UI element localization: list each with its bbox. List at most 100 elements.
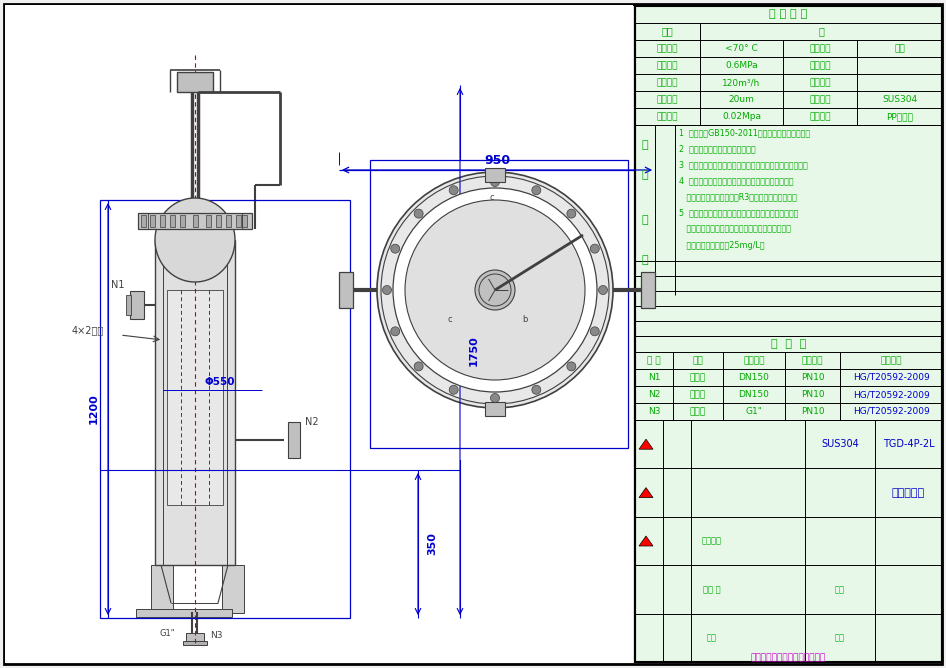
Polygon shape bbox=[639, 439, 653, 449]
Text: G1": G1" bbox=[745, 407, 762, 416]
Ellipse shape bbox=[155, 198, 235, 282]
Text: <70° C: <70° C bbox=[726, 44, 758, 53]
Circle shape bbox=[414, 209, 423, 218]
Text: 公称压力: 公称压力 bbox=[802, 356, 823, 365]
Circle shape bbox=[599, 285, 607, 295]
Text: 2  设备表面整体噴沙或抛光处理。: 2 设备表面整体噴沙或抛光处理。 bbox=[679, 144, 756, 154]
Text: 0.02Mpa: 0.02Mpa bbox=[722, 112, 761, 121]
Bar bbox=[635, 6, 942, 662]
Text: 3  焊缝及热影响区不得有裂纹、气孔、弧坑和岖山等缺陷。: 3 焊缝及热影响区不得有裂纹、气孔、弧坑和岖山等缺陷。 bbox=[679, 160, 808, 170]
Text: N1: N1 bbox=[112, 280, 125, 290]
Bar bbox=[206, 215, 211, 227]
Bar bbox=[155, 240, 235, 565]
Text: 120m³/h: 120m³/h bbox=[723, 78, 761, 87]
Text: 压力损失: 压力损失 bbox=[657, 112, 678, 121]
Text: 审定: 审定 bbox=[835, 585, 845, 594]
Text: 出水口: 出水口 bbox=[690, 390, 706, 399]
Bar bbox=[160, 215, 165, 227]
Bar bbox=[150, 215, 155, 227]
Text: 制图 名: 制图 名 bbox=[703, 585, 721, 594]
Text: 工 艺 数 据: 工 艺 数 据 bbox=[769, 9, 808, 19]
Text: b: b bbox=[522, 315, 528, 325]
Text: G1": G1" bbox=[160, 629, 175, 637]
Circle shape bbox=[414, 362, 423, 371]
Bar bbox=[236, 215, 241, 227]
Bar bbox=[100, 200, 350, 618]
Bar bbox=[186, 633, 204, 641]
Circle shape bbox=[391, 327, 400, 336]
Text: 要: 要 bbox=[641, 215, 648, 225]
Circle shape bbox=[475, 270, 515, 310]
Text: 设计压力: 设计压力 bbox=[657, 61, 678, 70]
Text: 排液口: 排液口 bbox=[690, 407, 706, 416]
Text: c: c bbox=[447, 315, 452, 325]
Text: N2: N2 bbox=[648, 390, 660, 399]
Bar bbox=[222, 565, 244, 613]
Bar bbox=[216, 215, 221, 227]
Circle shape bbox=[590, 327, 599, 336]
Circle shape bbox=[490, 393, 499, 403]
Circle shape bbox=[567, 362, 576, 371]
Circle shape bbox=[532, 385, 541, 394]
Text: 袋式过滤器: 袋式过滤器 bbox=[892, 488, 925, 498]
Text: 名称: 名称 bbox=[692, 356, 704, 365]
Circle shape bbox=[567, 209, 576, 218]
Text: 0.6MPa: 0.6MPa bbox=[726, 61, 758, 70]
Text: c: c bbox=[490, 192, 495, 202]
Text: 青岛宇学流体过滤技术有限公司: 青岛宇学流体过滤技术有限公司 bbox=[751, 653, 826, 663]
Text: 进水口: 进水口 bbox=[690, 373, 706, 382]
Bar bbox=[151, 565, 173, 613]
Bar bbox=[141, 215, 146, 227]
Text: 管  口  表: 管 口 表 bbox=[771, 339, 806, 349]
Text: 图纸: 图纸 bbox=[707, 633, 717, 643]
Text: 20um: 20um bbox=[728, 95, 755, 104]
Text: 技: 技 bbox=[641, 140, 648, 150]
Bar bbox=[370, 160, 630, 460]
Bar bbox=[226, 215, 231, 227]
Bar bbox=[170, 215, 175, 227]
Text: 壳体材质: 壳体材质 bbox=[809, 95, 831, 104]
Bar bbox=[136, 609, 232, 617]
Text: 950: 950 bbox=[484, 154, 510, 166]
Text: 物料: 物料 bbox=[661, 27, 674, 37]
Text: 水: 水 bbox=[818, 27, 824, 37]
Bar bbox=[5, 5, 633, 663]
Bar bbox=[288, 422, 300, 458]
Text: HG/T20592-2009: HG/T20592-2009 bbox=[852, 390, 929, 399]
Text: 1  设备参照GB150-2011《压力容器》进行制作。: 1 设备参照GB150-2011《压力容器》进行制作。 bbox=[679, 128, 810, 138]
Text: N3: N3 bbox=[210, 631, 222, 639]
Text: 滤芜材质: 滤芜材质 bbox=[809, 112, 831, 121]
Text: 符 号: 符 号 bbox=[647, 356, 661, 365]
Text: 无法完全吹干时，对奥氏体不锈钙容器，应控制水: 无法完全吹干时，对奥氏体不锈钙容器，应控制水 bbox=[679, 224, 791, 234]
Bar bbox=[183, 641, 207, 645]
Bar bbox=[641, 272, 655, 308]
Text: HG/T20592-2009: HG/T20592-2009 bbox=[852, 373, 929, 382]
Bar bbox=[180, 215, 185, 227]
Circle shape bbox=[532, 186, 541, 194]
Polygon shape bbox=[161, 565, 228, 603]
Circle shape bbox=[377, 172, 613, 408]
Text: 5  试验液体采用水，试验合格后应立即将水排净吹干；: 5 试验液体采用水，试验合格后应立即将水排净吹干； bbox=[679, 208, 798, 218]
Text: 工作流量: 工作流量 bbox=[809, 78, 831, 87]
Ellipse shape bbox=[280, 425, 288, 455]
Bar bbox=[635, 6, 942, 662]
Text: 350: 350 bbox=[427, 532, 437, 555]
Text: N2: N2 bbox=[305, 417, 319, 427]
Text: TGD-4P-2L: TGD-4P-2L bbox=[883, 439, 935, 449]
Circle shape bbox=[405, 200, 585, 380]
Text: 审核: 审核 bbox=[835, 633, 845, 643]
Text: 设计流量: 设计流量 bbox=[657, 78, 678, 87]
Text: 公称尺寸: 公称尺寸 bbox=[744, 356, 764, 365]
Circle shape bbox=[490, 178, 499, 186]
Circle shape bbox=[391, 244, 400, 253]
Bar bbox=[485, 168, 505, 182]
Text: N3: N3 bbox=[648, 407, 660, 416]
Text: PP聚丙烯: PP聚丙烯 bbox=[886, 112, 913, 121]
Text: PN10: PN10 bbox=[800, 390, 824, 399]
Circle shape bbox=[393, 188, 597, 392]
Text: 4×2号袋: 4×2号袋 bbox=[72, 325, 104, 335]
Text: 设计温度: 设计温度 bbox=[657, 44, 678, 53]
Text: 1750: 1750 bbox=[469, 335, 479, 366]
Bar bbox=[138, 213, 252, 229]
Text: 过滤精度: 过滤精度 bbox=[657, 95, 678, 104]
